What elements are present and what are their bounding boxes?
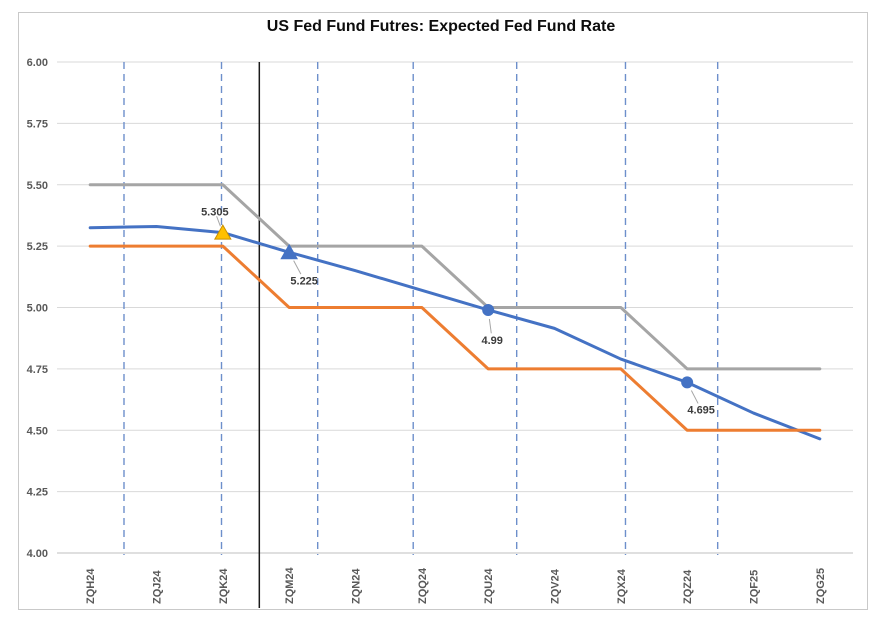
x-axis-label: ZQK24 [218, 568, 230, 604]
series-line-target-range-lower-bound [88, 244, 822, 432]
x-axis-label: ZQN24 [351, 568, 363, 604]
y-axis-label: 5.25 [27, 241, 48, 253]
x-axis-label: ZQZ24 [682, 569, 694, 604]
annotation-leader-line [488, 318, 492, 334]
data-point-label: 5.305 [201, 207, 229, 219]
data-point-marker-circle [482, 303, 495, 316]
data-point-marker-circle [681, 376, 694, 389]
series-line-expected-fed-fund-rate [88, 224, 822, 441]
x-axis-label: ZQH24 [85, 568, 97, 604]
data-point-label: 4.99 [481, 335, 502, 347]
y-axis-label: 5.75 [27, 118, 48, 130]
data-point-label: 4.695 [687, 404, 715, 416]
data-point-label: 5.225 [290, 275, 318, 287]
y-axis-label: 5.50 [27, 180, 48, 192]
data-point-marker-triangle [213, 224, 232, 240]
y-axis-label: 5.00 [27, 303, 48, 315]
series-line-target-range-upper-bound [88, 183, 822, 371]
y-axis-label: 4.00 [27, 548, 48, 560]
y-axis-label: 6.00 [27, 57, 48, 69]
chart-title: US Fed Fund Futres: Expected Fed Fund Ra… [266, 18, 616, 35]
x-axis-label: ZQU24 [483, 568, 495, 604]
chart-border [18, 12, 868, 610]
y-axis-label: 4.75 [27, 364, 48, 376]
x-axis-label: ZQQ24 [417, 567, 429, 604]
x-axis-label: ZQF25 [749, 570, 761, 604]
x-axis-label: ZQJ24 [152, 569, 164, 604]
x-axis-label: ZQM24 [284, 566, 296, 604]
data-point-marker-triangle [280, 243, 299, 260]
x-axis-label: ZQV24 [550, 568, 562, 604]
annotation-leader-line [293, 260, 302, 275]
y-axis-label: 4.25 [27, 487, 48, 499]
y-axis-label: 4.50 [27, 425, 48, 437]
x-axis-label: ZQG25 [815, 568, 827, 604]
annotation-leader-line [690, 390, 699, 404]
annotation-leader-line [216, 216, 221, 227]
x-axis-label: ZQX24 [616, 568, 628, 604]
